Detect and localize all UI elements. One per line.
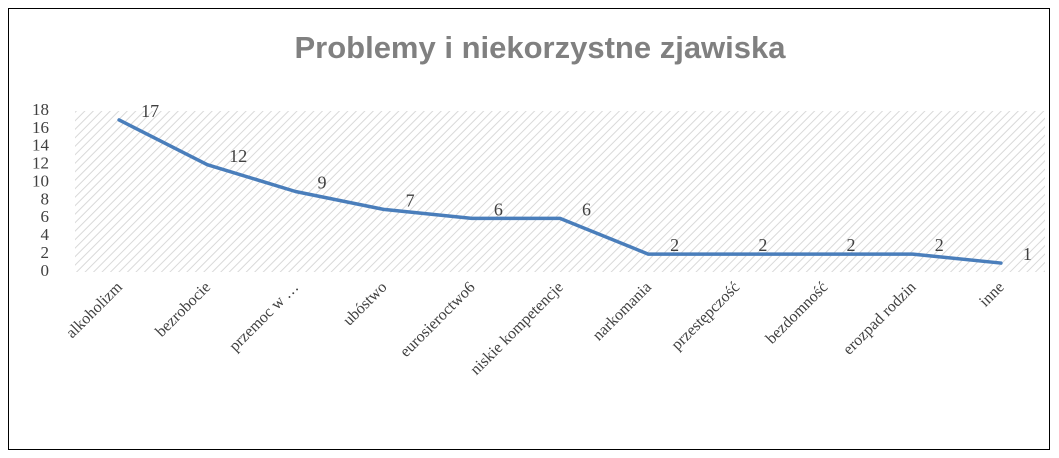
data-label: 2 [935, 235, 944, 255]
y-tick-label: 6 [41, 207, 50, 226]
y-tick-label: 2 [41, 243, 50, 262]
data-label: 2 [758, 235, 767, 255]
y-tick-label: 8 [41, 189, 50, 208]
data-label: 2 [670, 235, 679, 255]
y-tick-label: 18 [32, 100, 49, 119]
data-label: 1 [1023, 244, 1032, 264]
data-label: 7 [406, 191, 415, 211]
y-tick-label: 4 [41, 225, 50, 244]
y-tick-label: 12 [32, 154, 49, 173]
data-label: 6 [582, 199, 591, 219]
data-label: 6 [494, 199, 503, 219]
chart-title: Problemy i niekorzystne zjawiska [294, 30, 786, 65]
y-tick-label: 16 [32, 118, 49, 137]
y-tick-label: 14 [32, 136, 50, 155]
plot-area [75, 111, 1045, 272]
data-label: 2 [847, 235, 856, 255]
y-tick-label: 0 [41, 261, 50, 280]
line [117, 118, 1003, 265]
y-tick-label: 10 [32, 171, 49, 190]
data-label: 9 [317, 173, 326, 193]
data-label: 12 [229, 146, 247, 166]
data-label: 17 [141, 101, 159, 121]
